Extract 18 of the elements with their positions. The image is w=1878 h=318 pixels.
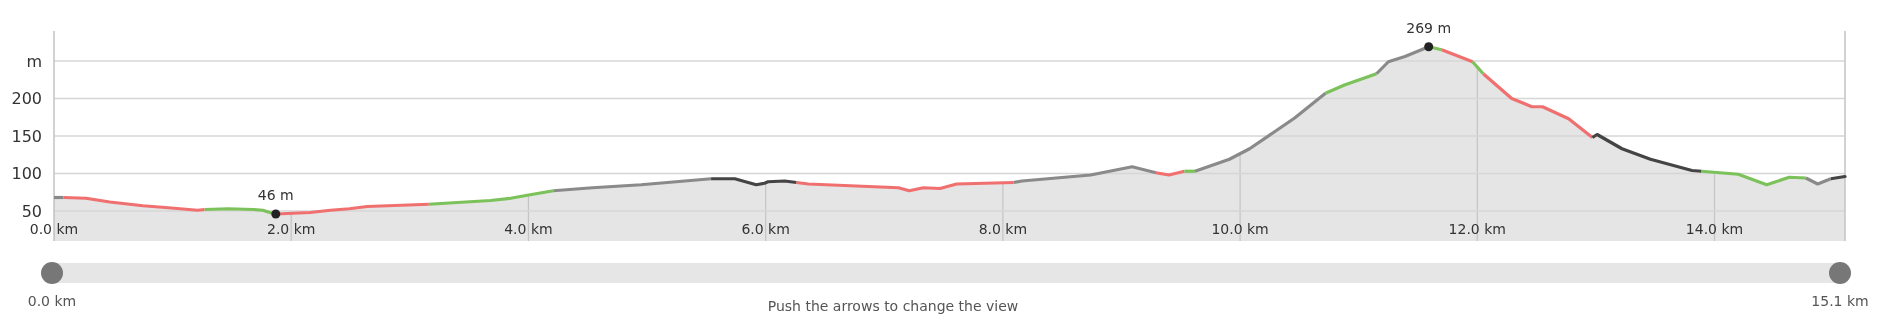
y-tick-label: 100 — [11, 164, 42, 184]
x-tick-label: 12.0 km — [1448, 221, 1506, 237]
annotation: 269 m — [1406, 19, 1452, 36]
x-tick-label: 14.0 km — [1685, 221, 1744, 237]
y-tick-label: 200 — [11, 89, 42, 109]
x-tick-label: 6.0 km — [741, 221, 790, 237]
y-tick-label: 50 — [21, 201, 42, 221]
annotation: 46 m — [257, 187, 294, 203]
x-tick-label: 0.0 km — [29, 221, 79, 237]
x-tick-label: 4.0 km — [504, 221, 553, 237]
text: Push the arrows to change the view — [767, 298, 1019, 314]
x-tick-label: 2.0 km — [266, 221, 316, 237]
x-tick-label: 10.0 km — [1211, 221, 1269, 237]
text: 15.1 km — [1811, 293, 1869, 309]
y-tick-label: 150 — [11, 126, 42, 146]
y-tick-label: m — [26, 51, 42, 71]
text: 0.0 km — [27, 293, 77, 309]
x-tick-label: 8.0 km — [978, 221, 1028, 237]
